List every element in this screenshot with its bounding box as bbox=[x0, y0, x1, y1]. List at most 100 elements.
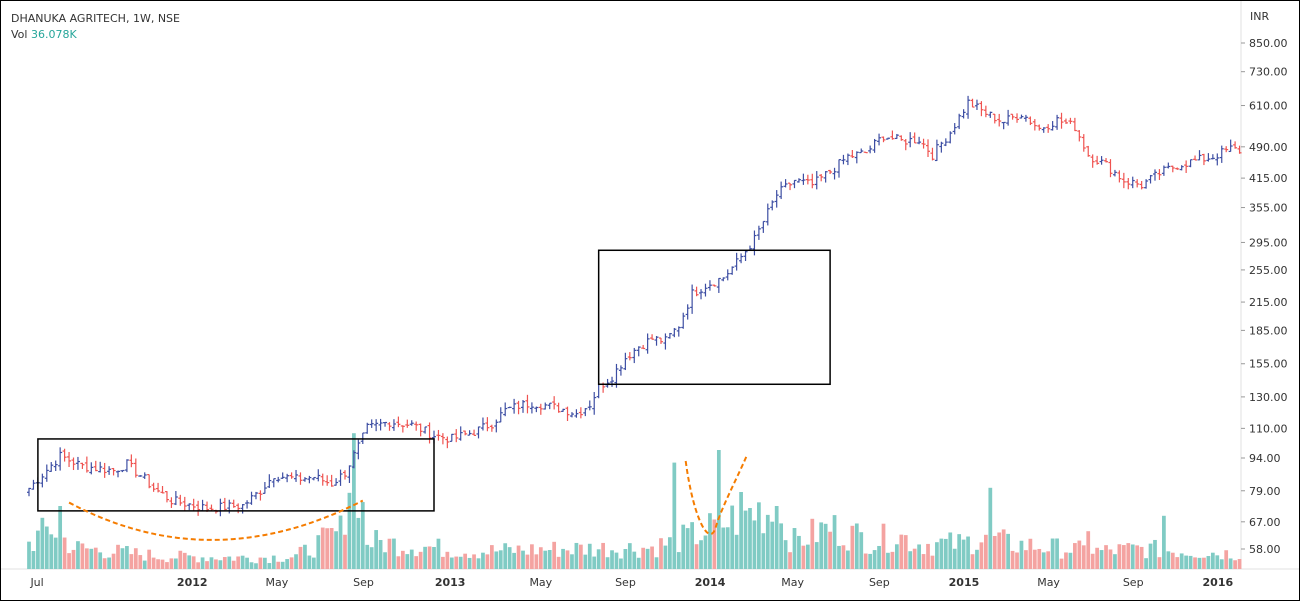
ohlc-bar bbox=[1157, 169, 1162, 180]
volume-bar bbox=[668, 537, 672, 569]
volume-bar bbox=[739, 492, 743, 569]
volume-bar bbox=[921, 554, 926, 569]
volume-bar bbox=[67, 553, 71, 569]
volume-bar bbox=[285, 559, 290, 569]
ohlc-bar bbox=[325, 475, 330, 486]
ohlc-bar bbox=[138, 475, 143, 477]
volume-bar bbox=[182, 552, 187, 569]
ohlc-bar bbox=[1215, 153, 1220, 166]
ohlc-bar bbox=[908, 132, 913, 148]
ohlc-bar bbox=[796, 178, 801, 183]
ohlc-bar bbox=[1099, 156, 1104, 165]
ohlc-bar bbox=[1063, 118, 1068, 124]
ohlc-bar bbox=[1144, 179, 1149, 189]
ohlc-bar bbox=[1010, 113, 1015, 120]
volume-bar bbox=[779, 523, 784, 569]
ohlc-bar bbox=[71, 457, 76, 471]
ohlc-bar bbox=[1152, 169, 1157, 181]
x-tick-label: Sep bbox=[615, 576, 636, 589]
volume-bar bbox=[703, 535, 708, 569]
volume-bar bbox=[725, 527, 730, 569]
ohlc-bar bbox=[89, 462, 94, 475]
volume-bar bbox=[859, 532, 864, 569]
volume-bar bbox=[685, 528, 690, 569]
volume-bar bbox=[165, 562, 169, 569]
volume-bar bbox=[40, 517, 45, 569]
volume-bar bbox=[485, 554, 490, 569]
volume-bar bbox=[574, 542, 579, 569]
volume-bar bbox=[245, 557, 249, 569]
volume-bar bbox=[205, 561, 209, 569]
ohlc-bar bbox=[187, 503, 192, 511]
volume-bar bbox=[200, 557, 205, 569]
ohlc-bar bbox=[1126, 177, 1131, 190]
ohlc-bar bbox=[289, 472, 294, 479]
ohlc-bar bbox=[716, 277, 721, 293]
volume-bar bbox=[1197, 557, 1202, 569]
ohlc-bar bbox=[298, 472, 303, 485]
volume-bar bbox=[111, 553, 116, 569]
ohlc-bar bbox=[236, 503, 241, 514]
y-tick-label: 130.00 bbox=[1249, 391, 1288, 404]
ohlc-bar bbox=[334, 478, 339, 486]
volume-bar bbox=[1095, 547, 1100, 569]
volume-bar bbox=[1037, 548, 1042, 569]
volume-bar bbox=[516, 545, 521, 569]
volume-bar bbox=[721, 527, 726, 569]
ohlc-bar bbox=[752, 230, 757, 256]
ohlc-bar bbox=[338, 469, 343, 486]
ohlc-bar bbox=[67, 452, 72, 467]
volume-bar bbox=[610, 550, 614, 569]
ohlc-bar bbox=[40, 473, 45, 488]
volume-bar bbox=[627, 543, 632, 569]
ohlc-bar bbox=[538, 403, 543, 415]
volume-bar bbox=[1135, 545, 1140, 569]
ohlc-bar bbox=[565, 406, 570, 421]
volume-bar bbox=[619, 558, 623, 569]
volume-bar bbox=[254, 563, 258, 569]
volume-bar bbox=[374, 530, 379, 569]
volume-bar bbox=[832, 515, 837, 569]
volume-bar bbox=[699, 540, 703, 569]
ohlc-bar bbox=[436, 429, 441, 441]
ohlc-bar bbox=[329, 474, 334, 487]
volume-u-curve-2 bbox=[684, 455, 748, 535]
ohlc-bar bbox=[472, 429, 477, 436]
volume-bar bbox=[107, 557, 111, 569]
ohlc-bar bbox=[1059, 112, 1064, 129]
ohlc-bar bbox=[1077, 130, 1082, 142]
ohlc-bar bbox=[596, 383, 601, 399]
volume-bar bbox=[614, 552, 619, 569]
volume-bar bbox=[623, 548, 628, 569]
ohlc-bar bbox=[650, 334, 655, 340]
volume-bar bbox=[138, 555, 143, 569]
ohlc-bar bbox=[414, 421, 419, 431]
volume-bar bbox=[231, 560, 236, 569]
ohlc-bar bbox=[369, 419, 374, 428]
ohlc-bar bbox=[120, 469, 125, 473]
volume-bar bbox=[378, 540, 383, 569]
volume-bar bbox=[538, 547, 543, 569]
volume-bar bbox=[1028, 538, 1033, 569]
volume-bar bbox=[681, 524, 686, 569]
volume-bar bbox=[1184, 555, 1189, 569]
ohlc-bar bbox=[191, 498, 196, 512]
volume-bar bbox=[365, 544, 370, 569]
volume-bar bbox=[823, 523, 828, 569]
y-tick-label: 730.00 bbox=[1249, 66, 1288, 79]
ohlc-bar bbox=[730, 266, 735, 275]
volume-bar bbox=[481, 552, 485, 569]
breakout-box-2[interactable] bbox=[597, 249, 831, 386]
ohlc-bar bbox=[685, 304, 690, 320]
ohlc-bar bbox=[618, 365, 623, 376]
ohlc-bar bbox=[1224, 146, 1229, 153]
ohlc-bar bbox=[302, 477, 307, 482]
ohlc-bar bbox=[156, 482, 161, 493]
ohlc-bar bbox=[262, 482, 267, 494]
consolidation-box-1[interactable] bbox=[37, 438, 435, 512]
volume-bar bbox=[765, 514, 770, 569]
volume-bar bbox=[712, 519, 717, 569]
ohlc-bar bbox=[1023, 114, 1028, 122]
ohlc-bar bbox=[974, 99, 979, 110]
